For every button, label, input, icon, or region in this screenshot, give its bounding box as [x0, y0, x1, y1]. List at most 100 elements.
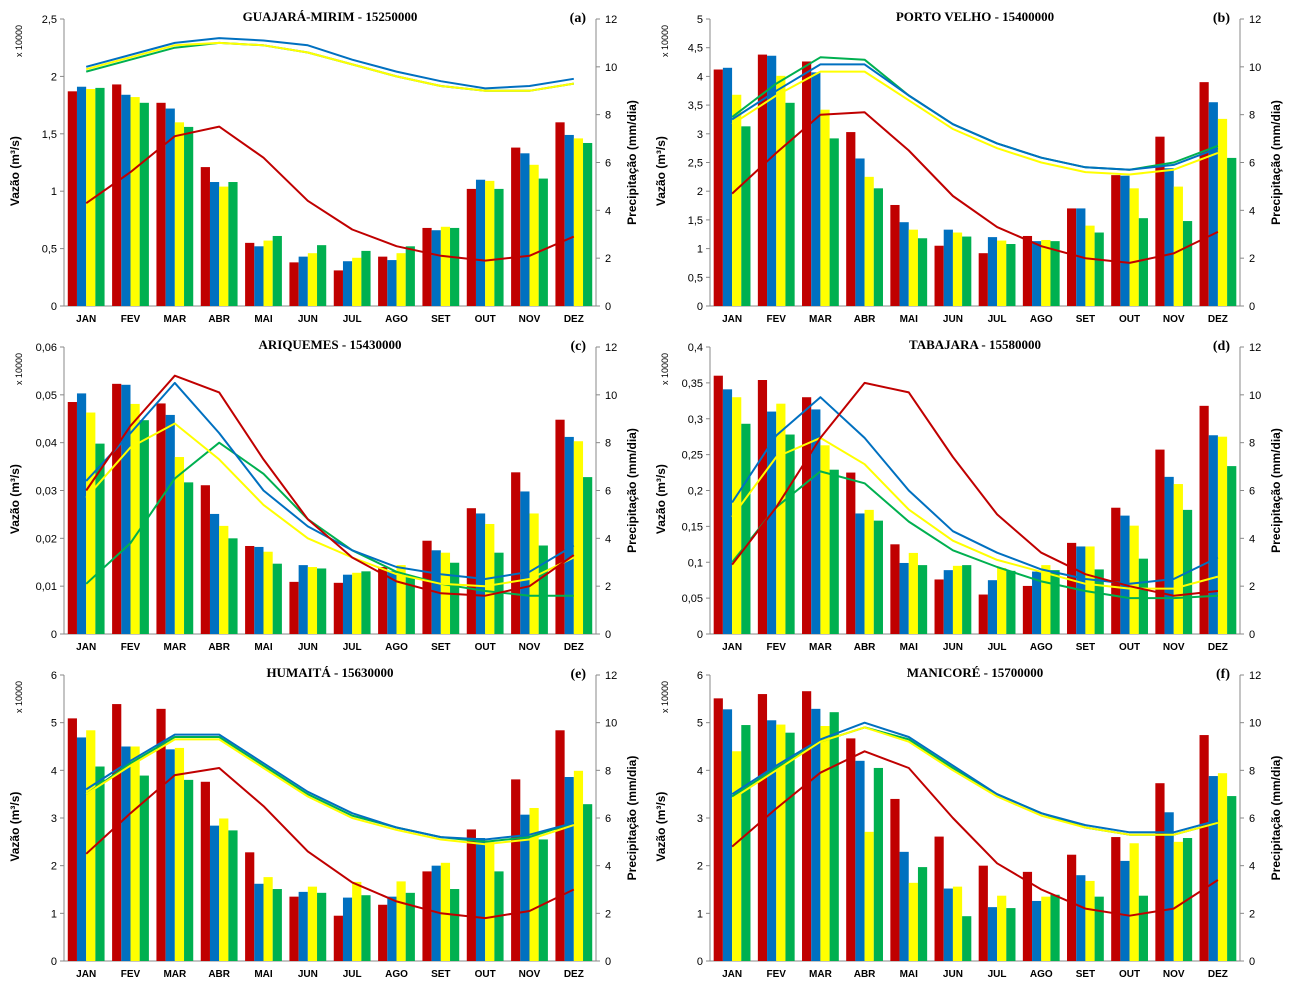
bar-s2-jan: [86, 89, 96, 306]
bar-s2-jul: [352, 881, 362, 961]
bar-s1-jun: [943, 888, 953, 961]
bar-s2-fev: [130, 97, 140, 307]
x-tick-label: NOV: [519, 314, 541, 325]
y-tick-label: 1: [51, 908, 57, 920]
bar-s0-mai: [890, 544, 900, 634]
precip-line-s0: [85, 125, 575, 262]
y-tick-label: 0,5: [688, 272, 703, 284]
bar-s1-jan: [722, 67, 733, 306]
bar-s1-jul: [987, 580, 998, 634]
bar-s0-out: [1111, 175, 1121, 306]
y-tick-label: 0,4: [688, 342, 703, 354]
x-tick-label: SET: [431, 642, 450, 653]
bar-s1-ago: [1032, 900, 1042, 961]
bar-s3-jul: [361, 250, 371, 306]
bar-s0-jan: [67, 91, 77, 306]
bar-s3-nov: [1182, 221, 1193, 306]
bar-s0-jun: [289, 896, 299, 961]
bar-s2-mar: [820, 726, 830, 961]
bar-s3-jun: [962, 236, 972, 306]
y2-tick-label: 6: [1249, 158, 1255, 170]
bar-s1-mai: [899, 562, 909, 634]
bar-s1-jun: [298, 891, 308, 961]
bar-s3-jan: [95, 766, 105, 961]
bar-s2-nov: [1173, 841, 1183, 961]
y-tick-label: 2,5: [42, 14, 57, 26]
x-tick-label: NOV: [1163, 314, 1185, 325]
bar-s0-abr: [200, 167, 210, 306]
bar-s1-mai: [254, 883, 264, 961]
chart-panel-b: 0 0,5 1 1,5 2 2,5 3 3,5 4 4,5 5 0 2 4 6 8 10 12 x 10000 Vaz…: [654, 9, 1283, 325]
precip-line-s0: [731, 750, 1219, 917]
x-tick-label: NOV: [1163, 642, 1185, 653]
y2-tick-label: 2: [605, 581, 611, 593]
bar-s2-mar: [174, 747, 185, 961]
bar-s1-dez: [564, 134, 574, 306]
bar-s2-jun: [307, 567, 318, 634]
bar-s1-ago: [1032, 571, 1042, 634]
x-tick-label: JUN: [943, 969, 963, 980]
x-tick-label: ABR: [208, 969, 230, 980]
x-tick-label: DEZ: [564, 642, 584, 653]
x-tick-label: JAN: [76, 314, 96, 325]
bar-s3-jun: [962, 916, 972, 961]
panel-tag: (f): [1216, 667, 1230, 682]
x-tick-label: ABR: [854, 642, 876, 653]
y2-axis-title: Precipitação (mm/dia): [625, 428, 639, 553]
x-tick-label: MAI: [900, 969, 919, 980]
bar-s1-fev: [767, 411, 777, 634]
bar-s3-set: [1094, 896, 1104, 961]
bar-s3-fev: [785, 732, 795, 961]
bar-s1-mar: [811, 409, 821, 634]
bar-s0-jul: [978, 253, 988, 306]
y2-tick-label: 10: [605, 718, 617, 730]
precip-line-s0: [731, 381, 1219, 597]
precip-line-s2: [731, 726, 1219, 836]
bar-s1-jul: [342, 261, 353, 306]
bar-s3-fev: [785, 434, 795, 634]
y2-tick-label: 12: [1249, 342, 1261, 354]
axis-multiplier-label: x 10000: [660, 353, 670, 385]
y2-tick-label: 4: [605, 861, 611, 873]
bar-s0-jun: [934, 579, 944, 634]
precip-line-s2: [85, 41, 574, 92]
y-tick-label: 3: [697, 813, 703, 825]
precip-line-s2: [85, 738, 575, 846]
y2-tick-label: 2: [1249, 908, 1255, 920]
y-tick-label: 2: [697, 861, 703, 873]
bar-s3-dez: [1227, 466, 1237, 634]
y-axis-title: Vazão (m³/s): [654, 792, 668, 862]
bar-s1-mar: [165, 749, 175, 961]
bar-s3-out: [494, 188, 504, 306]
y-tick-label: 0,15: [682, 521, 703, 533]
bar-s0-nov: [1155, 136, 1165, 306]
bar-s1-mar: [165, 108, 175, 306]
x-tick-label: MAR: [163, 642, 187, 653]
bar-s3-jul: [1006, 244, 1016, 306]
y-axis-title: Vazão (m³/s): [8, 464, 22, 534]
y2-tick-label: 0: [1249, 629, 1255, 641]
x-tick-label: FEV: [121, 969, 141, 980]
x-tick-label: FEV: [121, 642, 141, 653]
y2-tick-label: 0: [1249, 956, 1255, 968]
y-tick-label: 2: [697, 186, 703, 198]
bar-s0-jul: [333, 915, 343, 961]
y2-tick-label: 0: [605, 301, 611, 313]
chart-title: TABAJARA - 15580000: [909, 337, 1041, 352]
bar-s1-out: [1120, 175, 1130, 306]
bar-s0-abr: [846, 738, 856, 961]
bar-s0-dez: [1199, 405, 1209, 634]
bar-s3-fev: [139, 775, 149, 961]
y2-tick-label: 12: [1249, 670, 1261, 682]
axis-multiplier-label: x 10000: [14, 353, 24, 385]
bar-s3-dez: [583, 142, 593, 306]
x-tick-label: JUN: [298, 642, 318, 653]
bar-s2-nov: [529, 807, 539, 961]
bar-s2-nov: [529, 164, 539, 306]
bar-s3-jan: [741, 423, 751, 634]
y-axis-title: Vazão (m³/s): [654, 136, 668, 206]
bar-s3-abr: [873, 767, 883, 961]
bar-s1-nov: [520, 153, 530, 306]
x-tick-label: ABR: [208, 642, 230, 653]
bar-s0-nov: [511, 779, 521, 961]
